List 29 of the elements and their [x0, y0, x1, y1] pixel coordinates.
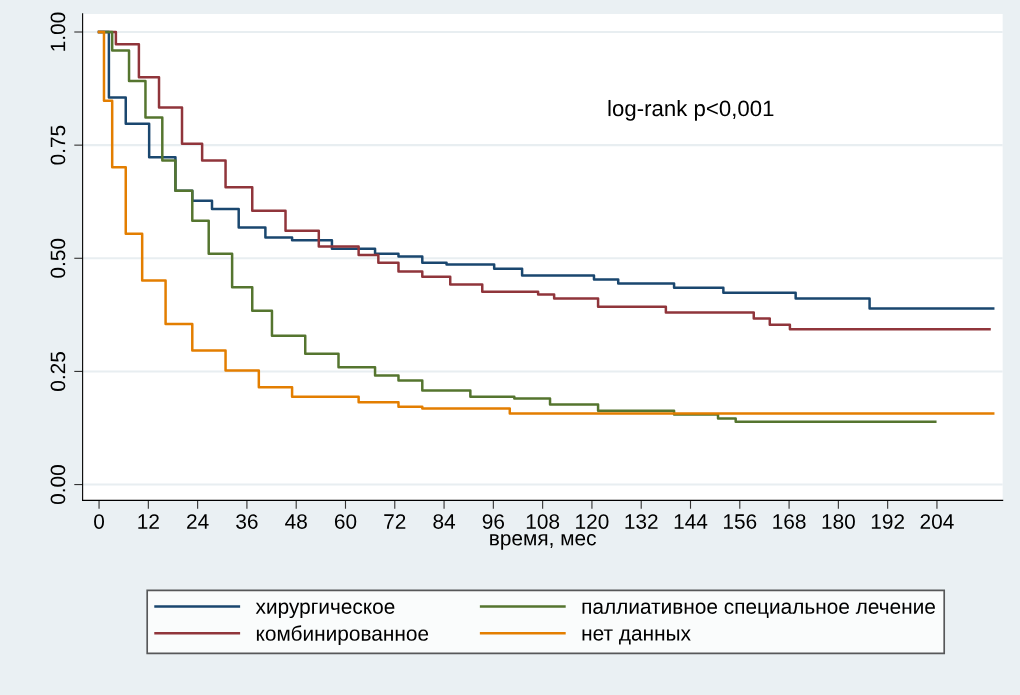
x-tick-label: 156: [724, 514, 757, 529]
legend-label: комбинированное: [256, 625, 429, 645]
y-tick-label: 0.50: [50, 238, 66, 278]
x-axis-title: время, мес: [490, 534, 596, 550]
x-tick-label: 36: [236, 514, 258, 529]
x-tick-label: 144: [674, 514, 708, 529]
legend-label: хирургическое: [255, 602, 395, 619]
x-tick-label: 204: [920, 514, 954, 529]
x-tick-label: 12: [138, 514, 159, 529]
x-tick-label: 132: [625, 514, 658, 529]
x-tick-label: 192: [871, 514, 904, 529]
y-tick-label: 0.00: [50, 465, 66, 505]
x-tick-label: 48: [285, 514, 307, 529]
x-tick-label: 96: [482, 514, 505, 529]
annotation: log-rank p<0,001: [608, 99, 774, 121]
legend-label: нет данных: [582, 629, 691, 645]
legend-label: паллиативное специальное лечение: [582, 602, 935, 618]
x-tick-label: 180: [822, 514, 855, 529]
y-tick-label: 0.75: [50, 125, 66, 165]
x-tick-label: 168: [773, 514, 806, 529]
x-tick-label: 72: [384, 514, 406, 529]
x-tick-label: 60: [334, 514, 357, 529]
x-tick-label: 24: [187, 514, 209, 529]
x-tick-label: 120: [576, 514, 609, 529]
x-tick-label: 0: [94, 514, 105, 529]
x-tick-label: 108: [526, 514, 560, 529]
y-tick-label: 0.25: [50, 352, 66, 391]
y-tick-label: 1.00: [50, 12, 66, 51]
x-tick-label: 84: [433, 514, 456, 529]
